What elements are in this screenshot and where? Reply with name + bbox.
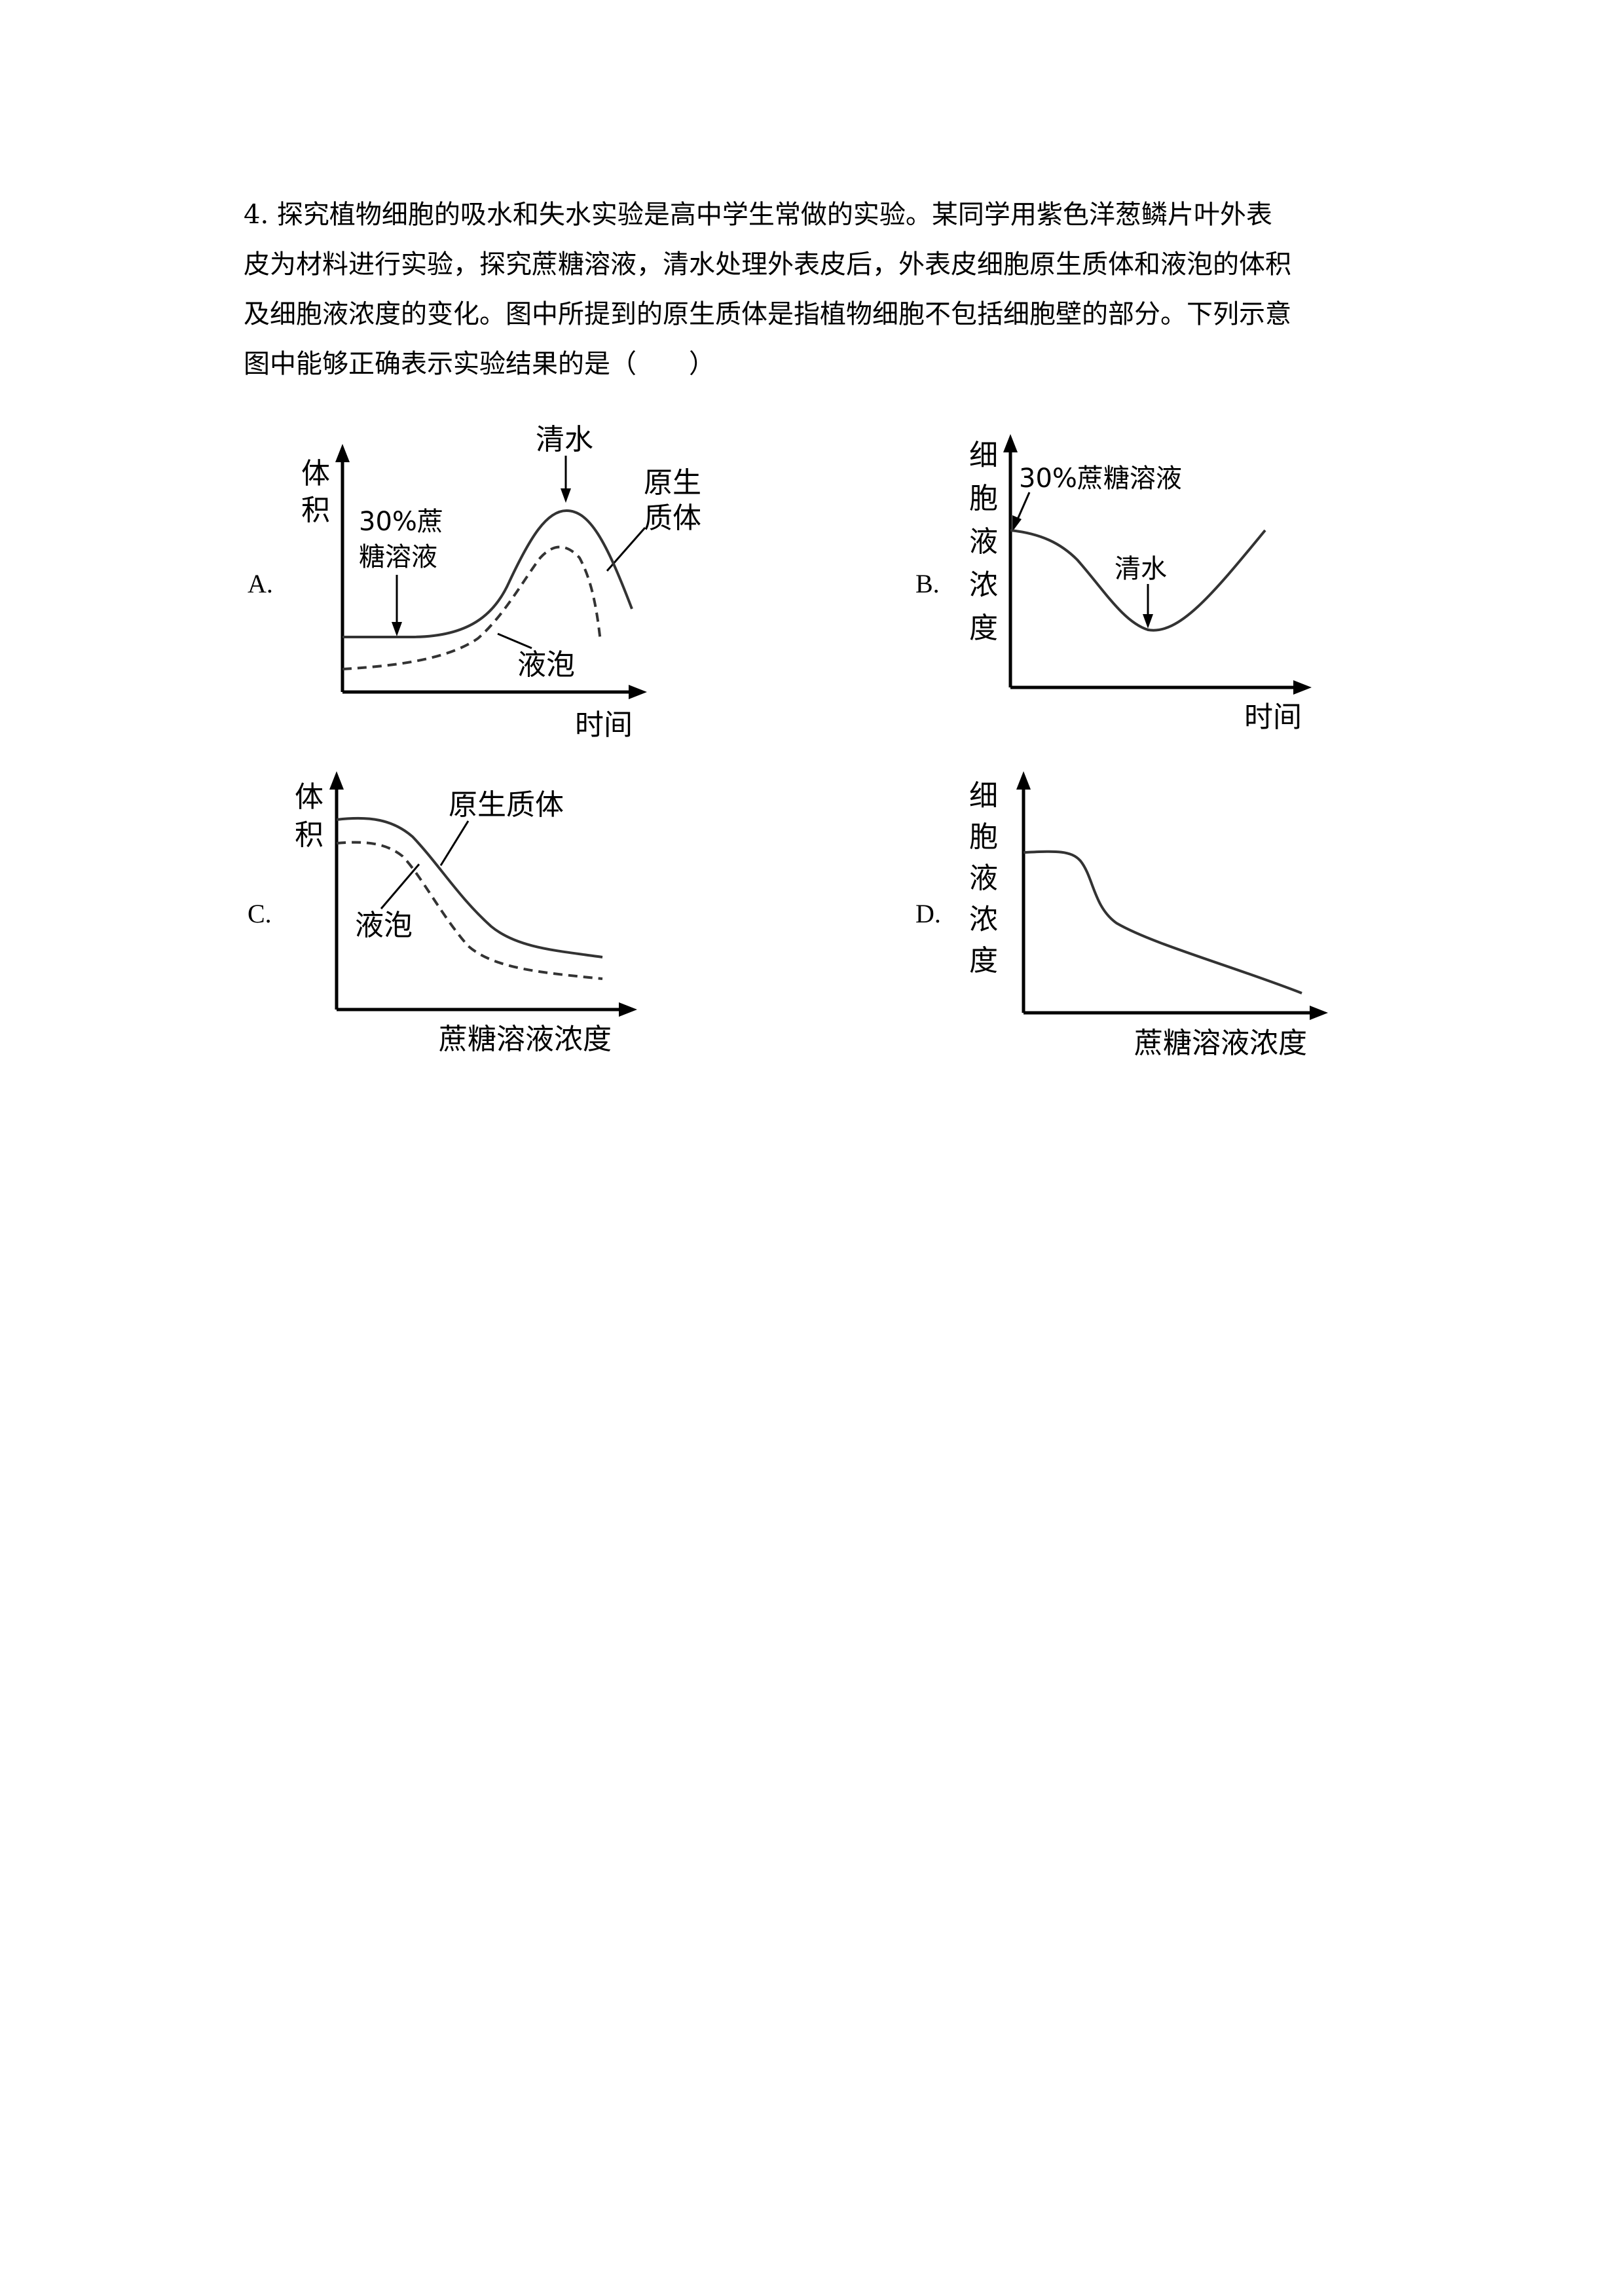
- series-label-vacuole: 液泡: [355, 909, 413, 942]
- y-axis-label: 体: [301, 457, 330, 490]
- x-axis-arrowhead: [629, 685, 647, 699]
- annotation-water: 清水: [536, 423, 593, 456]
- annotation-sucrose: 糖溶液: [359, 542, 437, 572]
- y-axis-label: 积: [295, 818, 323, 852]
- annotation-sucrose: 30%蔗糖溶液: [1019, 464, 1182, 494]
- y-axis-label: 积: [301, 494, 330, 527]
- x-axis-label: 蔗糖溶液浓度: [439, 1023, 612, 1056]
- option-d-graph: 细 胞 液 浓 度 蔗糖溶液浓度: [969, 771, 1328, 1060]
- y-axis-arrowhead: [329, 771, 344, 790]
- curve-protoplast: [336, 816, 603, 958]
- y-axis-arrowhead: [1003, 434, 1018, 452]
- y-axis-label: 胞: [969, 482, 998, 515]
- x-axis-arrowhead: [619, 1002, 637, 1017]
- annotation-water: 清水: [1115, 554, 1167, 584]
- y-axis-label: 度: [969, 611, 998, 645]
- pointer-protoplast: [439, 820, 470, 866]
- x-axis-arrowhead: [1310, 1006, 1328, 1020]
- option-c-graph: 体 积 蔗糖溶液浓度 原生质体 液泡: [295, 771, 637, 1056]
- series-label-protoplast: 原生质体: [449, 788, 564, 822]
- y-axis-label: 细: [969, 779, 998, 812]
- y-axis-label: 度: [969, 944, 998, 977]
- y-axis-label: 浓: [969, 903, 998, 936]
- curve-cell-sap-concentration: [1010, 529, 1266, 632]
- y-axis-arrowhead: [1016, 771, 1031, 790]
- option-b-graph: 细 胞 液 浓 度 时间 30%蔗糖溶液 清水: [969, 434, 1312, 734]
- y-axis-label: 液: [969, 862, 998, 895]
- y-axis-label: 液: [969, 525, 998, 558]
- x-axis-label: 时间: [1244, 701, 1302, 734]
- y-axis-label: 体: [295, 780, 323, 814]
- pointer-vacuole: [497, 632, 532, 649]
- option-b-label: B.: [915, 569, 940, 598]
- y-axis-label: 浓: [969, 568, 998, 602]
- curve-cell-sap-concentration: [1023, 850, 1302, 994]
- option-d-label: D.: [915, 899, 941, 928]
- question-line: 皮为材料进行实验，探究蔗糖溶液，清水处理外表皮后，外表皮细胞原生质体和液泡的体积: [244, 249, 1291, 280]
- annotation-sucrose: 30%蔗: [359, 507, 443, 537]
- y-axis-label: 细: [969, 439, 998, 472]
- curve-protoplast: [342, 509, 633, 638]
- x-axis-label: 蔗糖溶液浓度: [1134, 1027, 1307, 1060]
- option-a-label: A.: [248, 569, 273, 598]
- option-c-label: C.: [248, 899, 272, 928]
- series-label-vacuole: 液泡: [517, 648, 575, 682]
- question-text: 4. 探究植物细胞的吸水和失水实验是高中学生常做的实验。某同学用紫色洋葱鳞片叶外…: [244, 190, 1396, 389]
- x-axis-arrowhead: [1293, 680, 1312, 695]
- question-line: 4. 探究植物细胞的吸水和失水实验是高中学生常做的实验。某同学用紫色洋葱鳞片叶外…: [244, 200, 1272, 230]
- y-axis-arrowhead: [335, 444, 350, 462]
- option-a-graph: 体 积 时间 30%蔗 糖溶液 清水 原生 质体 液泡: [301, 423, 701, 742]
- question-line: 及细胞液浓度的变化。图中所提到的原生质体是指植物细胞不包括细胞壁的部分。下列示意: [244, 299, 1291, 329]
- question-line: 图中能够正确表示实验结果的是（ ）: [244, 349, 715, 379]
- y-axis-label: 胞: [969, 820, 998, 854]
- x-axis-label: 时间: [575, 708, 633, 742]
- series-label-protoplast: 质体: [644, 501, 701, 535]
- series-label-protoplast: 原生: [644, 466, 701, 500]
- curve-vacuole: [336, 841, 603, 980]
- pointer-vacuole: [380, 864, 420, 909]
- curve-vacuole: [342, 545, 602, 670]
